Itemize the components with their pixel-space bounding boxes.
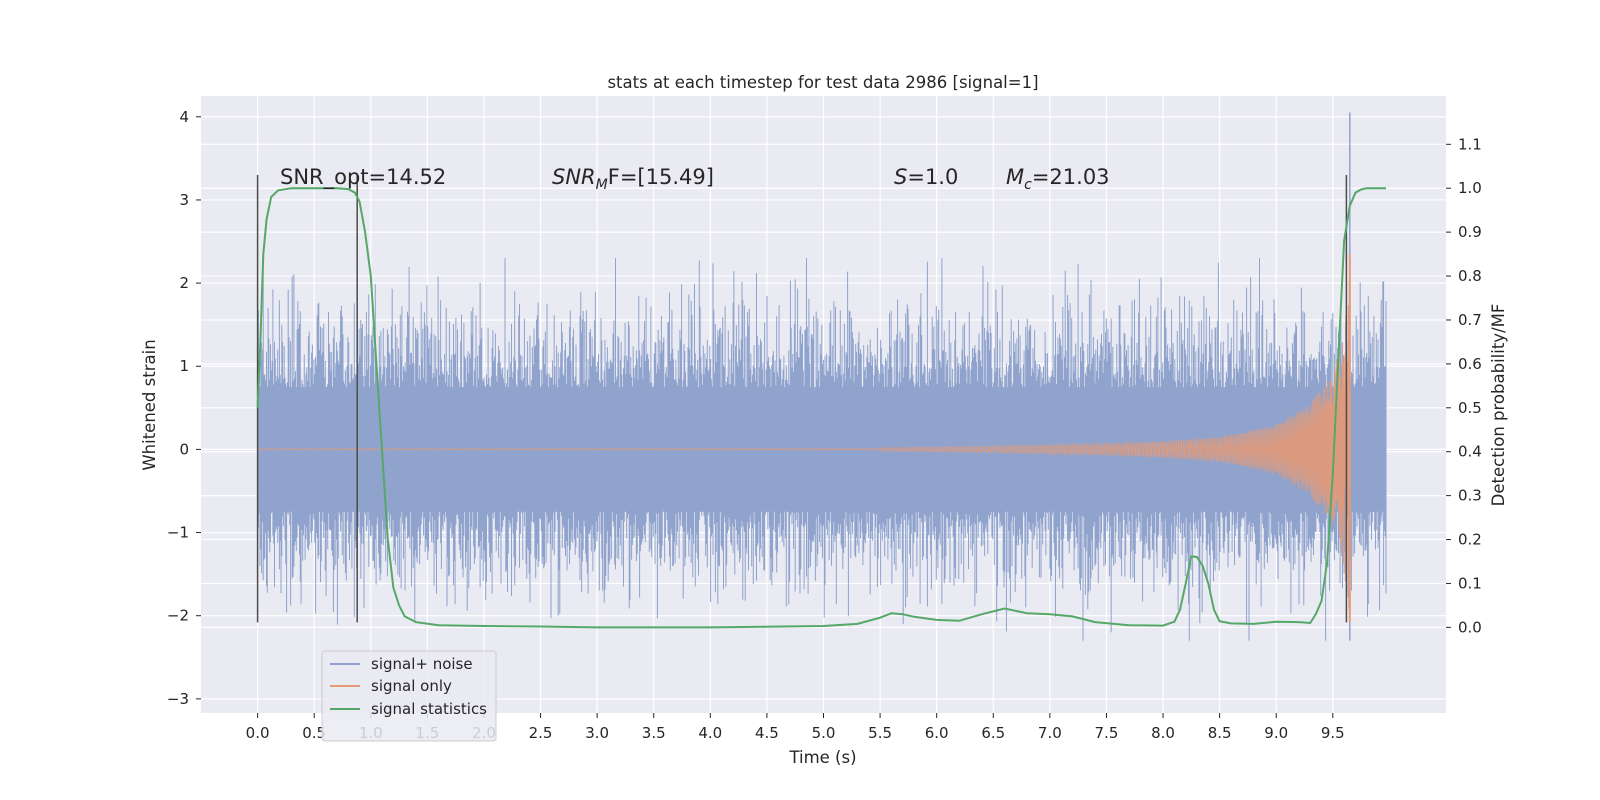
- y-tick-label: 4: [179, 108, 189, 126]
- snr-mf-value: F=[15.49]: [608, 165, 714, 189]
- mc-symbol: M: [1006, 165, 1024, 189]
- x-tick-label: 5.0: [812, 724, 836, 742]
- legend-label-stats: signal statistics: [371, 700, 487, 718]
- snr-mf-symbol: SNR: [552, 165, 596, 189]
- y2-tick-label: 0.9: [1458, 223, 1482, 241]
- x-tick-label: 5.5: [868, 724, 892, 742]
- annotation-snr-opt: SNR_opt=14.52: [280, 165, 446, 190]
- x-tick-label: 0.0: [246, 724, 270, 742]
- x-tick-label: 9.0: [1264, 724, 1288, 742]
- x-tick-label: 3.5: [642, 724, 666, 742]
- y-axis-label: Whitened strain: [140, 339, 159, 470]
- x-tick-label: 4.5: [755, 724, 779, 742]
- y2-tick-label: 0.2: [1458, 531, 1482, 549]
- annotation-snr-mf: SNRMF=[15.49]: [552, 165, 714, 193]
- legend-label-signal: signal only: [371, 677, 452, 695]
- x-tick-label: 3.0: [585, 724, 609, 742]
- y-tick-label: −2: [167, 607, 189, 625]
- x-tick-label: 4.0: [698, 724, 722, 742]
- y2-axis-label: Detection probability/MF: [1489, 304, 1508, 507]
- y2-tick-label: 0.1: [1458, 574, 1482, 592]
- legend-box: [321, 650, 497, 742]
- legend-label-noise: signal+ noise: [371, 655, 473, 673]
- y2-tick-label: 1.0: [1458, 179, 1482, 197]
- y2-tick-label: 1.1: [1458, 135, 1482, 153]
- y-tick-label: −1: [167, 524, 189, 542]
- chart-title: stats at each timestep for test data 298…: [607, 73, 1038, 92]
- x-tick-label: 7.5: [1095, 724, 1119, 742]
- annotation-mc: Mc=21.03: [1006, 165, 1110, 193]
- snr-mf-subscript: M: [596, 177, 608, 193]
- mc-value: =21.03: [1032, 165, 1110, 189]
- x-tick-label: 2.5: [529, 724, 553, 742]
- annotation-s: S=1.0: [894, 165, 958, 189]
- y-tick-label: 0: [179, 440, 189, 458]
- x-tick-label: 6.5: [981, 724, 1005, 742]
- signal-chirp: [257, 280, 1351, 622]
- x-tick-label: 9.5: [1321, 724, 1345, 742]
- legend: signal+ noise signal only signal statist…: [321, 650, 497, 742]
- y2-tick-label: 0.7: [1458, 311, 1482, 329]
- s-symbol: S: [894, 165, 907, 189]
- y2-tick-labels: 1.1 1.0 0.9 0.8 0.7 0.6 0.5 0.4 0.3 0.2 0.1 0.0: [1446, 135, 1482, 636]
- y-tick-label: 1: [179, 357, 189, 375]
- x-axis-label: Time (s): [788, 748, 856, 767]
- x-tick-label: 8.5: [1208, 724, 1232, 742]
- y2-tick-label: 0.4: [1458, 443, 1482, 461]
- mc-subscript: c: [1024, 177, 1032, 193]
- x-tick-label: 6.0: [925, 724, 949, 742]
- y2-tick-label: 0.6: [1458, 355, 1482, 373]
- y2-tick-label: 0.5: [1458, 399, 1482, 417]
- y-tick-label: 2: [179, 274, 189, 292]
- y2-tick-label: 0.8: [1458, 267, 1482, 285]
- signal-statistics-series: [256, 187, 1386, 629]
- x-tick-label: 8.0: [1151, 724, 1175, 742]
- y2-tick-label: 0.0: [1458, 618, 1482, 636]
- x-tick-label: 7.0: [1038, 724, 1062, 742]
- signal-only-series: [257, 253, 1351, 623]
- x-tick-label: 0.5: [302, 724, 326, 742]
- y-tick-labels: 4 3 2 1 0 −1 −2 −3: [167, 108, 201, 708]
- s-value: =1.0: [907, 165, 958, 189]
- y-tick-label: −3: [167, 690, 189, 708]
- y2-tick-label: 0.3: [1458, 487, 1482, 505]
- y-tick-label: 3: [179, 191, 189, 209]
